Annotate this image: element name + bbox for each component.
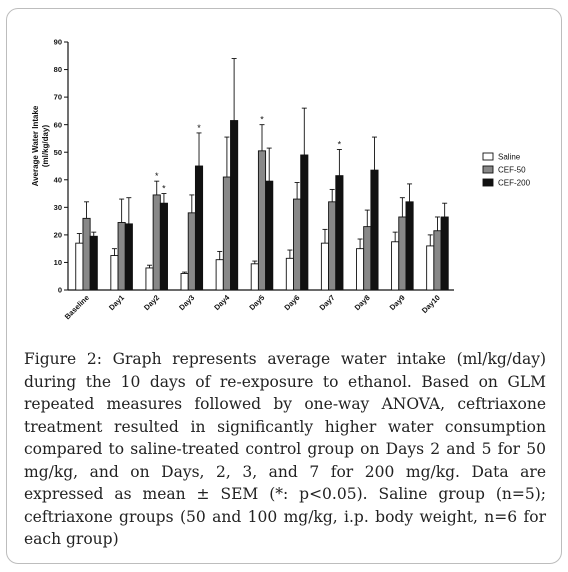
y-tick-label: 70 bbox=[54, 93, 62, 102]
bar-cef-200-day7 bbox=[335, 175, 344, 291]
x-tick-label: Day7 bbox=[318, 293, 337, 312]
x-tick-label: Day6 bbox=[282, 293, 301, 312]
bar-cef-50-day7 bbox=[328, 201, 337, 291]
bar-saline-day8 bbox=[356, 248, 365, 291]
bar-cef-200-day2 bbox=[159, 202, 168, 291]
figure-caption: Figure 2: Graph represents average water… bbox=[24, 350, 546, 548]
x-tick-label: Day3 bbox=[177, 293, 196, 312]
bar-cef-50-day9 bbox=[398, 216, 407, 291]
bar-cef-50-day5 bbox=[257, 150, 267, 291]
significance-marker: * bbox=[155, 171, 159, 181]
bar-saline-day3 bbox=[180, 273, 189, 291]
legend-swatch-cef-200 bbox=[482, 178, 494, 187]
bar-cef-50-baseline bbox=[82, 217, 91, 291]
bar-cef-200-baseline bbox=[89, 235, 98, 291]
x-tick-label: Day9 bbox=[388, 293, 407, 312]
y-tick-label: 50 bbox=[54, 148, 62, 157]
y-tick-label: 20 bbox=[54, 230, 62, 239]
legend-label-saline: Saline bbox=[498, 153, 521, 162]
y-tick-label: 90 bbox=[54, 38, 62, 47]
legend-label-cef-200: CEF-200 bbox=[498, 179, 531, 188]
bar-cef-50-day1 bbox=[117, 222, 126, 291]
chart-legend: Saline CEF-50 CEF-200 bbox=[482, 152, 531, 188]
x-tick-label: Day5 bbox=[247, 293, 266, 312]
y-axis-label: Average Water Intake bbox=[31, 105, 40, 186]
bar-saline-day5 bbox=[250, 263, 259, 291]
bar-cef-200-day1 bbox=[124, 223, 133, 291]
y-tick-label: 40 bbox=[54, 175, 62, 184]
bar-cef-200-day10 bbox=[440, 216, 449, 291]
bar-cef-50-day3 bbox=[187, 212, 196, 291]
x-tick-label: Day2 bbox=[142, 293, 161, 312]
bar-cef-200-day9 bbox=[405, 201, 414, 291]
y-tick-label: 0 bbox=[58, 286, 62, 295]
bar-cef-200-day3 bbox=[194, 165, 204, 291]
y-tick-label: 30 bbox=[54, 203, 62, 212]
bar-cef-200-day5 bbox=[265, 180, 274, 291]
x-tick-label: Day8 bbox=[353, 293, 372, 312]
legend-swatch-cef-50 bbox=[482, 165, 494, 174]
bar-cef-50-day6 bbox=[293, 198, 302, 291]
bar-saline-day7 bbox=[320, 242, 330, 291]
bar-cef-50-day10 bbox=[433, 230, 442, 291]
significance-marker: * bbox=[338, 139, 342, 149]
x-tick-label: Day1 bbox=[107, 293, 126, 312]
y-tick-label: 10 bbox=[54, 258, 62, 267]
legend-label-cef-50: CEF-50 bbox=[498, 166, 526, 175]
bar-saline-day10 bbox=[426, 245, 435, 291]
bar-cef-50-day2 bbox=[152, 194, 161, 291]
bar-saline-baseline bbox=[75, 242, 84, 291]
significance-marker: * bbox=[260, 115, 264, 125]
y-tick-label: 60 bbox=[54, 120, 62, 129]
bar-chart: 0 10 20 30 40 50 60 70 80 90 Average Water Intake(… bbox=[31, 38, 531, 322]
bar-cef-50-day8 bbox=[363, 226, 372, 291]
bar-saline-day2 bbox=[145, 267, 154, 291]
figure-frame bbox=[6, 8, 562, 564]
bar-cef-50-day4 bbox=[222, 176, 231, 291]
significance-marker: * bbox=[162, 184, 166, 194]
bar-saline-day9 bbox=[391, 241, 400, 291]
significance-marker: * bbox=[197, 123, 201, 133]
bar-saline-day4 bbox=[215, 259, 224, 291]
chart-bars: ***** bbox=[75, 58, 449, 291]
bar-cef-200-day8 bbox=[370, 169, 379, 291]
bar-saline-day1 bbox=[110, 255, 119, 291]
x-tick-label: Day4 bbox=[212, 292, 232, 312]
bar-cef-200-day6 bbox=[300, 154, 309, 291]
y-axis-label: (ml/kg/day) bbox=[41, 125, 50, 168]
bar-cef-200-day4 bbox=[230, 120, 239, 291]
bar-saline-day6 bbox=[285, 257, 294, 291]
x-tick-label: Baseline bbox=[63, 293, 91, 321]
y-tick-label: 80 bbox=[54, 65, 62, 74]
legend-swatch-saline bbox=[482, 152, 494, 161]
x-tick-label: Day10 bbox=[420, 293, 442, 315]
